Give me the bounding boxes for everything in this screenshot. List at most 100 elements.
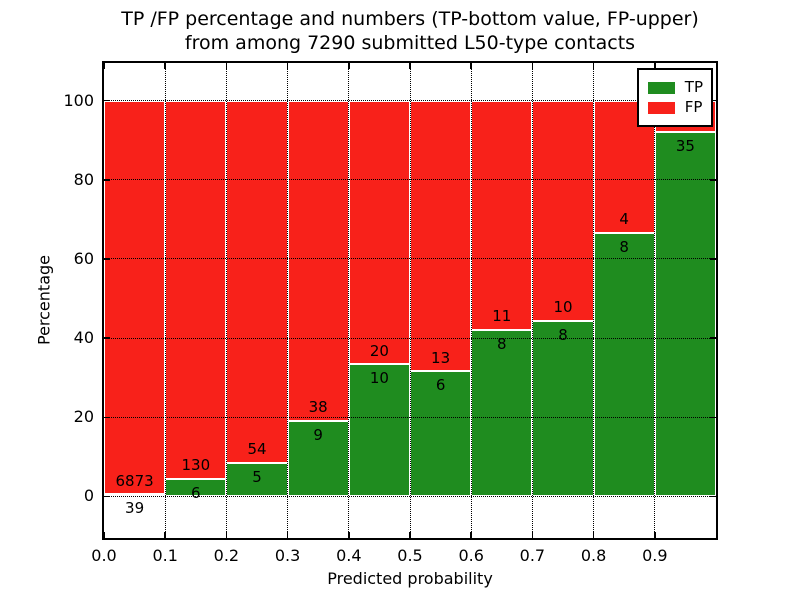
fp-bar-segment-7 <box>532 100 594 321</box>
v-gridline-0.5 <box>409 63 411 538</box>
v-gridline-0.9 <box>654 63 656 538</box>
fp-swatch-icon <box>647 101 675 114</box>
x-tick-label-0.5: 0.5 <box>397 546 423 565</box>
y-tick-right-60 <box>710 258 716 260</box>
fp-count-label-5: 13 <box>431 348 451 367</box>
tp-bar-segment-8 <box>593 232 655 497</box>
x-tick-top-0 <box>103 63 105 69</box>
x-tick-bottom-0.7 <box>531 532 534 538</box>
y-tick-right-40 <box>710 337 716 339</box>
chart-title-line2: from among 7290 submitted L50-type conta… <box>184 32 636 54</box>
x-tick-label-0.3: 0.3 <box>274 546 301 565</box>
chart-title: TP /FP percentage and numbers (TP-bottom… <box>102 7 718 55</box>
x-tick-label-0.2: 0.2 <box>213 546 240 565</box>
ticks-layer <box>103 63 716 538</box>
fp-bar-segment-6 <box>471 100 533 330</box>
plot-area: 6873391306545389201013611810848335 TP FP <box>102 61 718 540</box>
tp-bar-segment-0 <box>104 494 166 497</box>
y-tick-left-40 <box>104 337 110 339</box>
y-tick-left-20 <box>104 416 110 419</box>
bar-labels-layer: 6873391306545389201013611810848335 <box>104 63 716 538</box>
x-tick-label-0.4: 0.4 <box>336 546 362 565</box>
x-tick-label-0.1: 0.1 <box>152 546 178 565</box>
tp-count-label-8: 8 <box>619 237 629 256</box>
x-tick-label-0.0: 0.0 <box>91 546 117 565</box>
fp-bar-segment-0 <box>104 100 166 495</box>
y-tick-label-80: 80 <box>73 169 94 189</box>
tp-count-label-5: 6 <box>435 376 446 395</box>
x-tick-top-0.2 <box>225 63 228 69</box>
tp-bar-segment-1 <box>165 478 227 497</box>
v-gridline-0.3 <box>287 63 289 538</box>
x-axis-label: Predicted probability <box>327 569 493 588</box>
tp-bar-segment-9 <box>654 131 716 497</box>
x-tick-bottom-0.8 <box>592 532 595 538</box>
chart-title-line1: TP /FP percentage and numbers (TP-bottom… <box>121 8 699 30</box>
v-gridline-0.1 <box>164 63 166 538</box>
fp-count-label-6: 11 <box>492 307 512 326</box>
tp-count-label-1: 6 <box>191 483 201 502</box>
fp-count-label-1: 130 <box>181 456 211 475</box>
x-tick-top-0.8 <box>592 63 595 69</box>
x-tick-label-0.9: 0.9 <box>642 546 668 565</box>
fp-count-label-2: 54 <box>247 440 267 459</box>
fp-bar-segment-3 <box>287 100 349 421</box>
x-tick-bottom-0.5 <box>409 532 411 538</box>
fp-count-label-0: 6873 <box>115 471 154 490</box>
fp-bar-segment-2 <box>226 100 288 463</box>
y-tick-right-0 <box>710 495 716 498</box>
x-tick-bottom-0 <box>103 532 105 538</box>
tp-bar-segment-6 <box>471 329 533 497</box>
tp-swatch-icon <box>647 81 675 94</box>
y-tick-right-20 <box>710 416 716 419</box>
fp-bar-segment-4 <box>348 100 410 365</box>
legend-label-fp: FP <box>684 98 703 116</box>
tp-bar-segment-7 <box>532 320 594 497</box>
y-tick-right-80 <box>710 179 716 181</box>
x-tick-bottom-0.3 <box>286 532 289 538</box>
y-tick-left-80 <box>104 179 110 181</box>
fp-count-label-3: 38 <box>308 398 328 417</box>
y-tick-label-20: 20 <box>73 407 94 427</box>
x-tick-top-0.6 <box>470 63 472 69</box>
y-tick-label-100: 100 <box>63 90 94 110</box>
v-gridline-0.8 <box>593 63 595 538</box>
y-tick-left-60 <box>104 258 110 260</box>
tp-count-label-4: 10 <box>369 369 389 388</box>
x-tick-label-0.6: 0.6 <box>458 546 484 565</box>
x-tick-bottom-0.9 <box>654 532 656 538</box>
x-tick-bottom-0.6 <box>470 532 472 538</box>
fp-count-label-7: 10 <box>553 298 573 316</box>
legend-item-tp: TP <box>647 78 703 96</box>
tp-count-label-7: 8 <box>558 325 568 344</box>
v-gridline-0.4 <box>348 63 350 538</box>
legend-item-fp: FP <box>647 98 703 116</box>
x-tick-top-0.5 <box>409 63 411 69</box>
tp-bar-segment-2 <box>226 462 288 497</box>
fp-bar-segment-1 <box>165 100 227 479</box>
v-gridline-0.2 <box>225 63 227 538</box>
tp-count-label-9: 35 <box>675 136 695 155</box>
x-tick-top-0.7 <box>531 63 534 69</box>
v-gridline-0.7 <box>531 63 533 538</box>
tp-count-label-3: 9 <box>313 425 323 444</box>
y-tick-left-100 <box>104 99 110 102</box>
tp-bar-segment-4 <box>348 364 410 497</box>
legend-label-tp: TP <box>684 78 703 96</box>
fp-bar-segment-5 <box>410 100 472 372</box>
tp-count-label-2: 5 <box>252 467 262 486</box>
x-tick-top-0.1 <box>164 63 166 69</box>
gridlines-layer <box>104 63 716 538</box>
fp-count-label-4: 20 <box>369 341 389 360</box>
x-tick-bottom-0.1 <box>164 532 166 538</box>
fp-count-label-8: 4 <box>619 210 629 229</box>
legend: TP FP <box>636 68 713 127</box>
x-tick-top-0.4 <box>348 63 350 69</box>
x-tick-bottom-0.4 <box>348 532 350 538</box>
tp-count-label-0: 39 <box>125 499 145 518</box>
y-tick-left-0 <box>104 495 110 498</box>
x-tick-bottom-0.2 <box>225 532 228 538</box>
y-tick-right-100 <box>710 99 716 102</box>
fp-bar-segment-8 <box>593 100 655 233</box>
